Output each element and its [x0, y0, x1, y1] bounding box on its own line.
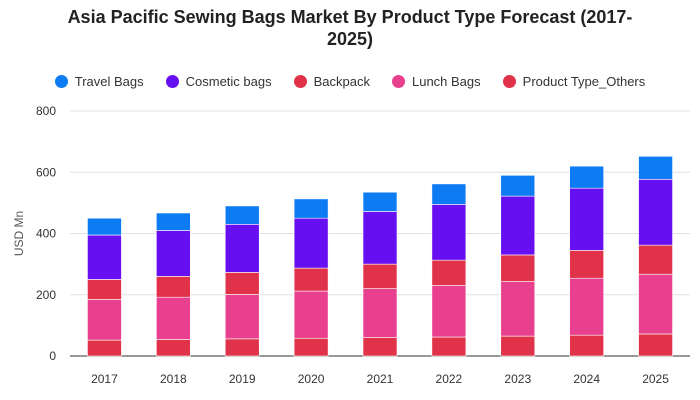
- bar-segment-product-type-others-2024[interactable]: [569, 334, 604, 357]
- y-tick-label: 200: [36, 288, 56, 302]
- bar-segment-backpack-2025[interactable]: [638, 244, 673, 275]
- chart-bars: [87, 156, 673, 357]
- bar-segment-cosmetic-bags-2019[interactable]: [224, 224, 260, 273]
- bar-segment-cosmetic-bags-2018[interactable]: [156, 230, 191, 277]
- bar-segment-product-type-others-2022[interactable]: [431, 336, 467, 357]
- bar-segment-travel-bags-2023[interactable]: [500, 175, 536, 197]
- x-axis-ticks: 2017 2018 2019 2020 2021 2022 2023 2024 2025: [91, 372, 669, 386]
- bar-segment-lunch-bags-2022[interactable]: [431, 285, 467, 338]
- x-tick-label: 2019: [229, 372, 256, 386]
- legend-swatch-lunch-bags: [391, 75, 405, 88]
- x-tick-label: 2021: [367, 372, 394, 386]
- bar-segment-lunch-bags-2021[interactable]: [362, 288, 398, 338]
- bar-segment-travel-bags-2017[interactable]: [87, 217, 122, 236]
- y-tick-label: 600: [36, 165, 56, 179]
- x-tick-label: 2017: [91, 372, 118, 386]
- bar-segment-backpack-2017[interactable]: [87, 279, 122, 300]
- legend-label-lunch-bags: Lunch Bags: [411, 74, 481, 89]
- bar-segment-travel-bags-2024[interactable]: [569, 165, 604, 189]
- bar-segment-backpack-2024[interactable]: [569, 250, 604, 279]
- bar-segment-travel-bags-2019[interactable]: [224, 205, 260, 225]
- bar-segment-product-type-others-2017[interactable]: [87, 339, 122, 357]
- bar-segment-lunch-bags-2017[interactable]: [87, 299, 122, 341]
- y-tick-label: 800: [36, 104, 56, 118]
- y-axis-ticks: 0 200 400 600 800: [36, 104, 56, 363]
- legend-item-product-type-others[interactable]: Product Type_Others: [502, 74, 646, 89]
- chart-legend: Travel Bags Cosmetic bags Backpack Lunch…: [0, 74, 700, 89]
- bar-segment-backpack-2018[interactable]: [156, 276, 191, 298]
- legend-item-cosmetic-bags[interactable]: Cosmetic bags: [165, 74, 272, 89]
- legend-label-travel-bags: Travel Bags: [74, 74, 144, 89]
- bar-segment-product-type-others-2025[interactable]: [638, 333, 673, 357]
- bar-segment-lunch-bags-2023[interactable]: [500, 281, 536, 337]
- legend-item-travel-bags[interactable]: Travel Bags: [54, 74, 144, 89]
- x-tick-label: 2023: [504, 372, 531, 386]
- bar-segment-cosmetic-bags-2022[interactable]: [431, 204, 467, 261]
- legend-swatch-backpack: [293, 75, 307, 88]
- bar-segment-product-type-others-2023[interactable]: [500, 335, 536, 357]
- legend-swatch-travel-bags: [54, 75, 68, 88]
- bar-segment-backpack-2019[interactable]: [224, 272, 260, 295]
- chart-title-line-2: 2025): [326, 29, 374, 49]
- bar-segment-cosmetic-bags-2024[interactable]: [569, 187, 604, 251]
- y-tick-label: 0: [49, 349, 56, 363]
- bar-segment-travel-bags-2020[interactable]: [293, 198, 329, 219]
- bar-segment-lunch-bags-2018[interactable]: [156, 296, 191, 340]
- x-tick-label: 2020: [298, 372, 325, 386]
- legend-swatch-product-type-others: [502, 75, 516, 88]
- legend-item-lunch-bags[interactable]: Lunch Bags: [391, 74, 481, 89]
- legend-label-backpack: Backpack: [313, 74, 370, 89]
- bar-segment-lunch-bags-2025[interactable]: [638, 273, 673, 335]
- bar-segment-travel-bags-2018[interactable]: [156, 212, 191, 231]
- legend-item-backpack[interactable]: Backpack: [293, 74, 370, 89]
- bar-segment-travel-bags-2021[interactable]: [362, 191, 398, 212]
- bar-segment-backpack-2023[interactable]: [500, 254, 536, 282]
- x-tick-label: 2025: [642, 372, 669, 386]
- x-tick-label: 2018: [160, 372, 187, 386]
- legend-label-cosmetic-bags: Cosmetic bags: [185, 74, 272, 89]
- bar-segment-lunch-bags-2020[interactable]: [293, 290, 329, 339]
- bar-segment-travel-bags-2022[interactable]: [431, 183, 467, 205]
- bar-segment-product-type-others-2021[interactable]: [362, 337, 398, 357]
- legend-label-product-type-others: Product Type_Others: [522, 74, 646, 89]
- bar-segment-cosmetic-bags-2020[interactable]: [293, 217, 329, 269]
- chart-title: Asia Pacific Sewing Bags Market By Produ…: [0, 6, 700, 50]
- y-tick-label: 400: [36, 227, 56, 241]
- bar-segment-lunch-bags-2019[interactable]: [224, 294, 260, 340]
- bar-segment-cosmetic-bags-2021[interactable]: [362, 211, 398, 265]
- bar-segment-travel-bags-2025[interactable]: [638, 156, 673, 180]
- bar-segment-backpack-2020[interactable]: [293, 267, 329, 292]
- y-axis-label: USD Mn: [12, 211, 26, 256]
- bar-segment-product-type-others-2020[interactable]: [293, 337, 329, 357]
- bar-segment-backpack-2022[interactable]: [431, 259, 467, 286]
- chart-title-line-1: Asia Pacific Sewing Bags Market By Produ…: [67, 7, 633, 27]
- x-tick-label: 2022: [436, 372, 463, 386]
- bar-segment-lunch-bags-2024[interactable]: [569, 277, 604, 336]
- x-tick-label: 2024: [573, 372, 600, 386]
- bar-segment-cosmetic-bags-2023[interactable]: [500, 195, 536, 256]
- bar-segment-product-type-others-2018[interactable]: [156, 339, 191, 357]
- bar-segment-cosmetic-bags-2025[interactable]: [638, 178, 673, 246]
- legend-swatch-cosmetic-bags: [165, 75, 179, 88]
- bar-segment-product-type-others-2019[interactable]: [224, 338, 260, 357]
- bar-segment-backpack-2021[interactable]: [362, 263, 398, 289]
- bar-segment-cosmetic-bags-2017[interactable]: [87, 234, 122, 280]
